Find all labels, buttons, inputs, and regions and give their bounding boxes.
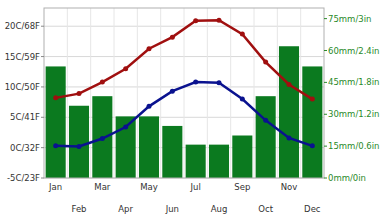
line-marker: [53, 143, 58, 148]
line-marker: [310, 97, 315, 102]
y2-tick: [324, 82, 327, 83]
grid-line-vertical: [67, 8, 68, 178]
y-tick: [41, 86, 44, 87]
line-marker: [123, 125, 128, 130]
y-tick: [41, 26, 44, 27]
line-marker: [147, 46, 152, 51]
line-marker: [240, 32, 245, 37]
plot-area: [46, 18, 323, 178]
grid-line-vertical: [160, 8, 161, 178]
line-marker: [193, 80, 198, 85]
y-tick-label: 10C/50F: [5, 82, 40, 92]
y2-tick-label: 0mm/0in: [328, 173, 366, 183]
y2-tick-label: 75mm/3in: [328, 14, 371, 24]
line-marker: [77, 144, 82, 149]
y2-tick-label: 15mm/0.6in: [328, 141, 380, 151]
y-tick-label: 15C/59F: [5, 52, 40, 62]
chart: -5C/23F 0C/32F 5C/41F 10C/50F 15C/59F 20C/68F…: [0, 0, 390, 220]
x-tick-label: Nov: [281, 182, 298, 192]
grid-line-vertical: [230, 8, 231, 178]
y2-tick-label: 30mm/1.2in: [328, 109, 380, 119]
x-tick-label: Oct: [258, 204, 273, 214]
line-marker: [287, 82, 292, 87]
grid-line-vertical: [254, 8, 255, 178]
y-tick: [41, 117, 44, 118]
bar: [162, 126, 182, 178]
y2-tick: [324, 18, 327, 19]
line-marker: [100, 80, 105, 85]
line-marker: [147, 104, 152, 109]
x-tick-label: Jul: [190, 182, 201, 192]
x-tick-label: Mar: [94, 182, 111, 192]
line-marker: [77, 91, 82, 96]
bar: [186, 145, 206, 178]
grid-line-vertical: [90, 8, 91, 178]
grid-line-vertical: [137, 8, 138, 178]
x-tick-label: Jan: [48, 182, 62, 192]
bar: [92, 96, 112, 178]
y2-tick-label: 45mm/1.8in: [328, 77, 380, 87]
line-marker: [193, 18, 198, 23]
y-tick: [41, 147, 44, 148]
bar: [279, 46, 299, 178]
y-tick-label: 5C/41F: [10, 112, 40, 122]
line-marker: [263, 60, 268, 65]
line-marker: [240, 97, 245, 102]
y-tick-label: 20C/68F: [5, 21, 40, 31]
line-marker: [123, 66, 128, 71]
bar: [256, 96, 276, 178]
x-tick-label: Jun: [165, 204, 179, 214]
line-marker: [217, 80, 222, 85]
line-marker: [217, 18, 222, 23]
y2-tick: [324, 50, 327, 51]
bar: [302, 66, 322, 178]
grid-line-vertical: [207, 8, 208, 178]
bar: [139, 116, 159, 178]
x-tick-label: Aug: [211, 204, 228, 214]
line-marker: [263, 118, 268, 123]
y2-tick: [324, 146, 327, 147]
bar: [46, 66, 66, 178]
y2-tick: [324, 114, 327, 115]
x-tick-label: May: [140, 182, 158, 192]
plot-frame: [44, 8, 324, 178]
x-tick-label: Apr: [118, 204, 133, 214]
y2-tick: [324, 178, 327, 179]
bar: [232, 136, 252, 179]
bar: [116, 116, 136, 178]
plot-background: [44, 8, 324, 178]
line: [56, 82, 313, 146]
grid: [44, 8, 324, 178]
line-marker: [170, 35, 175, 40]
x-tick-label: Feb: [71, 204, 86, 214]
x-tick-label: Dec: [304, 204, 321, 214]
grid-line-vertical: [114, 8, 115, 178]
chart-container: -5C/23F 0C/32F 5C/41F 10C/50F 15C/59F 20C/68F…: [0, 0, 390, 220]
y2-tick-label: 60mm/2.4in: [328, 46, 380, 56]
y-tick: [41, 56, 44, 57]
grid-line-vertical: [184, 8, 185, 178]
line-marker: [100, 136, 105, 141]
bar: [69, 106, 89, 178]
y-tick: [41, 178, 44, 179]
bar: [209, 145, 229, 178]
y-tick-label: 0C/32F: [10, 143, 40, 153]
line-marker: [287, 135, 292, 140]
grid-line-vertical: [277, 8, 278, 178]
x-tick-label: Sep: [234, 182, 250, 192]
line-marker: [170, 89, 175, 94]
line-marker: [53, 95, 58, 100]
y-tick-label: -5C/23F: [7, 173, 40, 183]
line-marker: [310, 143, 315, 148]
